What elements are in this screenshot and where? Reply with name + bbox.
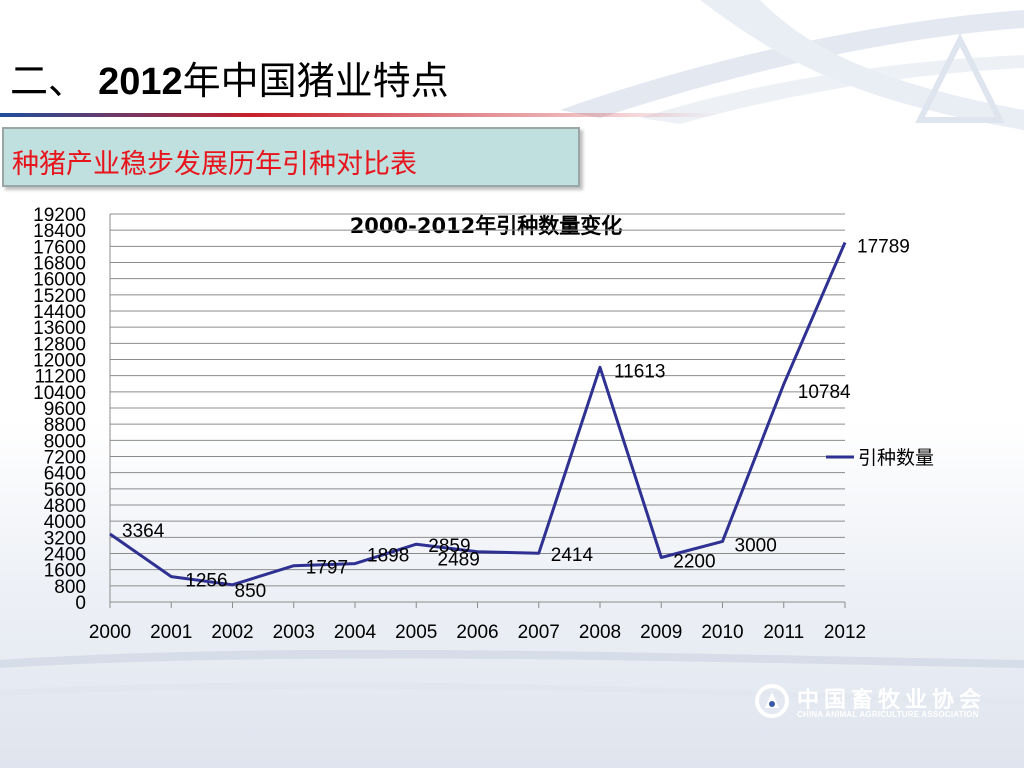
y-tick-label: 14400 [33, 302, 86, 323]
chart-title: 2000-2012年引种数量变化 [350, 214, 623, 238]
title-year: 2012 [98, 61, 183, 103]
x-tick-label: 2006 [456, 622, 498, 643]
x-tick-label: 2005 [395, 622, 437, 643]
association-logo: 中国畜牧业协会 CHINA ANIMAL AGRICULTURE ASSOCIA… [755, 680, 1000, 725]
data-label: 2859 [428, 536, 470, 557]
data-label: 1797 [306, 558, 348, 579]
data-label: 10784 [798, 382, 851, 403]
legend-label: 引种数量 [858, 447, 934, 469]
title-prefix: 二、 [10, 59, 99, 103]
data-label: 850 [235, 581, 267, 602]
logo-english-name: CHINA ANIMAL AGRICULTURE ASSOCIATION [797, 710, 979, 719]
y-tick-label: 16000 [33, 270, 86, 291]
x-tick-label: 2008 [579, 622, 621, 643]
legend: 引种数量 [826, 447, 934, 469]
data-label: 1256 [185, 571, 227, 592]
y-tick-label: 8800 [44, 415, 86, 436]
y-tick-label: 17600 [33, 237, 86, 258]
data-label: 2414 [551, 545, 594, 566]
x-tick-label: 2011 [763, 622, 804, 643]
x-tick-label: 2007 [518, 622, 560, 643]
x-axis: 2000 2001 2002 2003 2004 2005 2006 2007 2008 2009… [89, 601, 866, 643]
y-tick-label: 9600 [44, 399, 86, 420]
title-suffix: 年中国猪业特点 [182, 59, 449, 103]
y-tick-label: 18400 [33, 221, 86, 242]
x-tick-label: 2000 [89, 622, 131, 643]
y-tick-label: 19200 [33, 205, 86, 226]
y-tick-label: 7200 [44, 448, 86, 469]
y-tick-label: 2400 [44, 545, 86, 566]
y-tick-label: 4000 [44, 512, 86, 533]
data-label: 3364 [122, 521, 165, 542]
data-label: 17789 [857, 237, 910, 258]
x-tick-label: 2001 [150, 622, 192, 643]
subtitle-text: 种猪产业稳步发展历年引种对比表 [12, 149, 417, 180]
y-tick-label: 16800 [33, 254, 86, 275]
data-label: 2200 [673, 552, 715, 573]
slide-title: 二、 2012年中国猪业特点 [10, 50, 449, 105]
y-tick-label: 6400 [44, 464, 86, 485]
y-tick-label: 12000 [33, 351, 86, 372]
line-chart: 2000-2012年引种数量变化 08001600240032004000480… [33, 205, 934, 643]
y-tick-label: 3200 [44, 528, 86, 549]
x-tick-label: 2010 [701, 622, 743, 643]
y-tick-label: 12800 [33, 334, 86, 355]
subtitle-box: 种猪产业稳步发展历年引种对比表 [2, 127, 580, 187]
data-label: 2489 [438, 550, 480, 571]
y-tick-label: 11200 [35, 367, 86, 388]
y-axis: 0800160024003200400048005600640072008000… [33, 205, 111, 614]
x-tick-label: 2002 [211, 622, 253, 643]
y-tick-label: 13600 [33, 318, 86, 339]
y-tick-label: 800 [54, 577, 86, 598]
title-underline [0, 113, 720, 117]
x-tick-label: 2003 [273, 622, 315, 643]
x-tick-label: 2004 [334, 622, 377, 643]
series-lines [109, 241, 847, 587]
y-tick-label: 8000 [44, 431, 86, 452]
y-tick-label: 10400 [33, 383, 86, 404]
x-tick-label: 2012 [824, 622, 866, 643]
series-line [109, 241, 847, 587]
y-tick-label: 4800 [44, 496, 86, 517]
logo-icon [755, 684, 789, 718]
logo-chinese-name: 中国畜牧业协会 [797, 688, 987, 713]
data-label: 1898 [367, 546, 409, 567]
y-tick-label: 5600 [44, 480, 86, 501]
data-label: 11613 [614, 361, 665, 382]
data-label: 3000 [735, 535, 777, 556]
x-tick-label: 2009 [640, 622, 682, 643]
y-tick-label: 1600 [44, 561, 86, 582]
y-tick-label: 0 [75, 593, 86, 614]
y-tick-label: 15200 [33, 286, 86, 307]
